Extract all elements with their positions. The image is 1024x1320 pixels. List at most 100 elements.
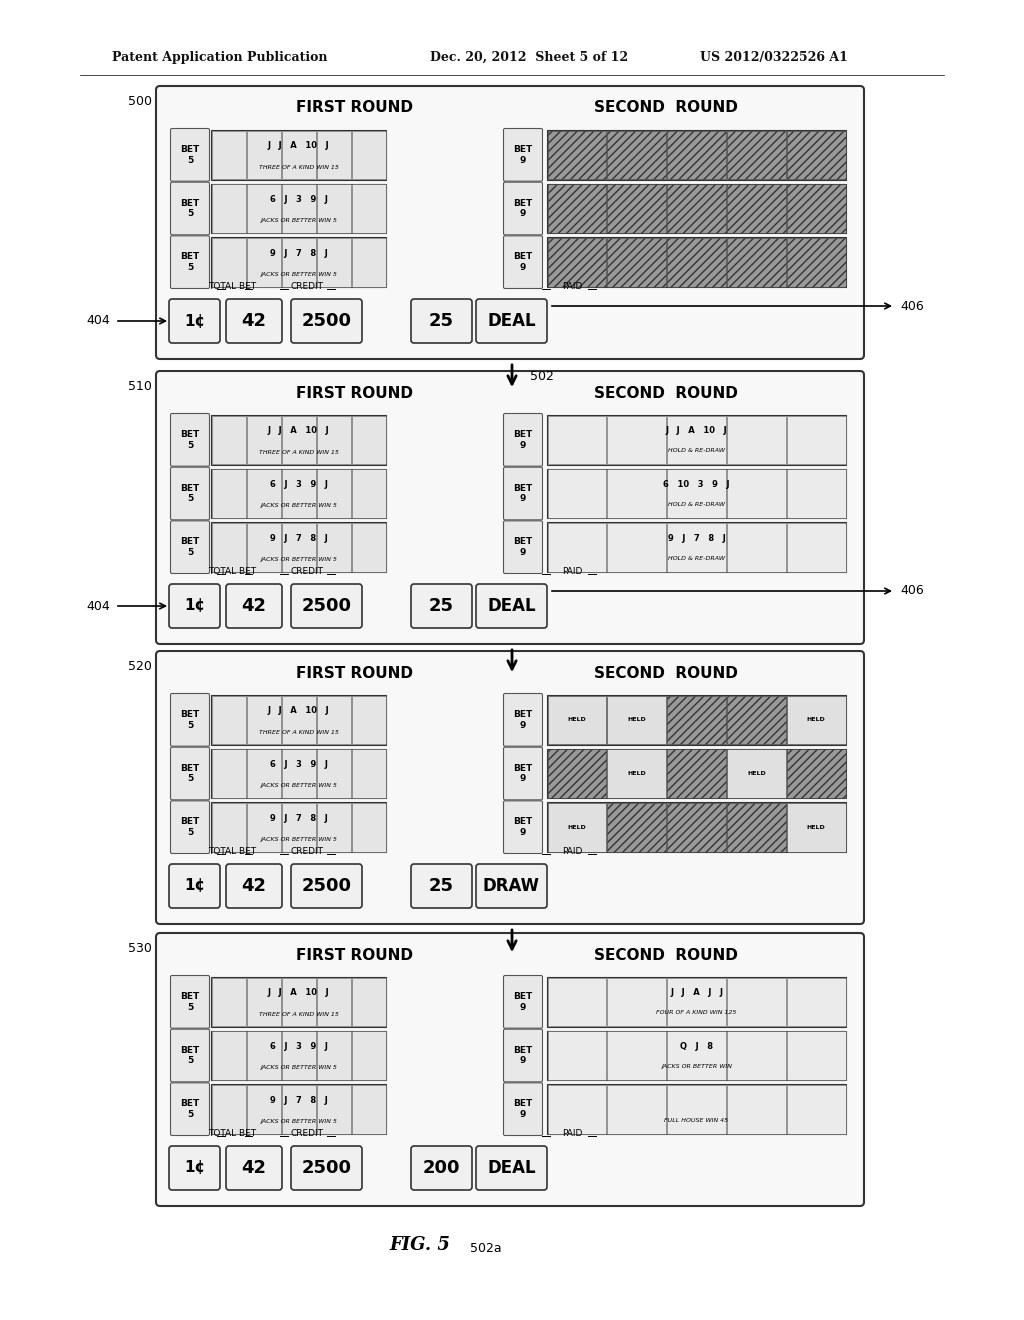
Bar	[786, 1031, 846, 1080]
Text: SECOND  ROUND: SECOND ROUND	[594, 385, 737, 400]
Bar	[316, 1031, 350, 1080]
Bar	[727, 523, 785, 572]
FancyBboxPatch shape	[504, 801, 543, 854]
Text: BET
5: BET 5	[180, 1045, 200, 1065]
FancyBboxPatch shape	[169, 300, 220, 343]
Bar	[727, 469, 785, 517]
FancyBboxPatch shape	[504, 1030, 543, 1082]
Bar	[316, 1085, 350, 1134]
Bar	[247, 523, 281, 572]
Text: HELD: HELD	[567, 825, 587, 830]
Bar	[547, 523, 846, 572]
Bar	[247, 1031, 281, 1080]
Bar	[282, 803, 315, 851]
Text: BET
9: BET 9	[513, 710, 532, 730]
Bar	[667, 978, 726, 1026]
Bar	[667, 416, 726, 465]
Text: HELD: HELD	[567, 717, 587, 722]
Bar	[548, 1085, 606, 1134]
Text: 530: 530	[128, 942, 152, 954]
Bar	[607, 1085, 666, 1134]
Bar	[548, 523, 606, 572]
Text: DEAL: DEAL	[487, 597, 536, 615]
Text: J   J   A   J   J: J J A J J	[670, 989, 723, 998]
Bar	[547, 129, 846, 180]
Text: SECOND  ROUND: SECOND ROUND	[594, 100, 737, 116]
Bar	[786, 131, 846, 180]
Bar	[351, 803, 385, 851]
Bar	[727, 696, 785, 744]
Bar	[211, 183, 386, 234]
Bar	[667, 750, 726, 797]
Bar	[667, 185, 726, 232]
Bar	[667, 803, 726, 851]
Bar	[316, 416, 350, 465]
Bar	[212, 416, 246, 465]
Text: 404: 404	[86, 599, 110, 612]
Bar	[212, 803, 246, 851]
Bar	[548, 131, 606, 180]
Bar	[547, 469, 846, 519]
Bar	[607, 416, 666, 465]
Text: HELD: HELD	[746, 771, 766, 776]
Text: Q   J   8: Q J 8	[680, 1041, 713, 1051]
Bar	[547, 748, 846, 799]
Bar	[211, 238, 386, 286]
FancyBboxPatch shape	[169, 583, 220, 628]
Text: JACKS OR BETTER WIN 5: JACKS OR BETTER WIN 5	[260, 1119, 337, 1125]
Bar	[607, 1031, 666, 1080]
Bar	[727, 416, 785, 465]
Text: 520: 520	[128, 660, 152, 673]
Bar	[351, 1085, 385, 1134]
Text: BET
9: BET 9	[513, 252, 532, 272]
Bar	[351, 978, 385, 1026]
Bar	[667, 523, 726, 572]
Text: BET
9: BET 9	[513, 484, 532, 503]
Bar	[211, 803, 386, 851]
Bar	[247, 416, 281, 465]
FancyBboxPatch shape	[504, 182, 543, 235]
Bar	[211, 414, 386, 465]
Text: BET
9: BET 9	[513, 199, 532, 218]
Text: J   J   A   10   J: J J A 10 J	[666, 426, 727, 436]
Bar	[351, 523, 385, 572]
Text: BET
9: BET 9	[513, 764, 532, 783]
FancyBboxPatch shape	[171, 801, 210, 854]
Bar	[547, 183, 846, 234]
Bar	[247, 696, 281, 744]
Bar	[607, 978, 666, 1026]
Bar	[247, 469, 281, 517]
Bar	[547, 414, 846, 465]
Bar	[316, 185, 350, 232]
Text: 42: 42	[242, 876, 266, 895]
FancyBboxPatch shape	[171, 1082, 210, 1135]
FancyBboxPatch shape	[504, 413, 543, 466]
Text: BET
5: BET 5	[180, 764, 200, 783]
FancyBboxPatch shape	[169, 865, 220, 908]
Bar	[786, 803, 846, 851]
Text: CREDIT: CREDIT	[291, 568, 324, 576]
Bar	[548, 185, 606, 232]
Text: 9   J   7   8   J: 9 J 7 8 J	[269, 248, 328, 257]
Bar	[547, 696, 846, 744]
Text: JACKS OR BETTER WIN 5: JACKS OR BETTER WIN 5	[260, 837, 337, 842]
Text: 1¢: 1¢	[184, 1160, 205, 1176]
Bar	[247, 131, 281, 180]
Bar	[282, 696, 315, 744]
Bar	[547, 238, 846, 286]
Bar	[212, 1085, 246, 1134]
Text: 1¢: 1¢	[184, 879, 205, 894]
FancyBboxPatch shape	[476, 865, 547, 908]
Bar	[351, 131, 385, 180]
Bar	[211, 696, 386, 744]
Bar	[316, 238, 350, 286]
Text: HELD: HELD	[628, 771, 646, 776]
Bar	[727, 750, 785, 797]
Text: 500: 500	[128, 95, 152, 108]
Bar	[548, 238, 606, 286]
Bar	[211, 977, 386, 1027]
Bar	[247, 750, 281, 797]
Text: JACKS OR BETTER WIN 5: JACKS OR BETTER WIN 5	[260, 218, 337, 223]
Bar	[548, 416, 606, 465]
FancyBboxPatch shape	[476, 583, 547, 628]
